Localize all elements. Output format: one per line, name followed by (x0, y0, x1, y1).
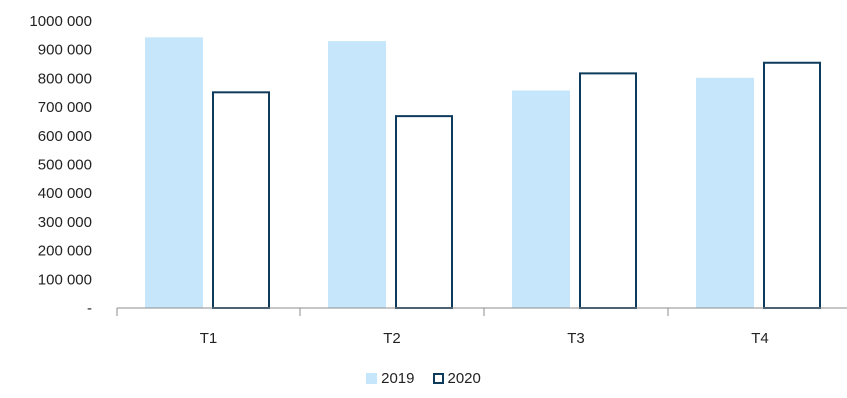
bar-2020-T1 (212, 91, 270, 309)
y-tick-label: 200 000 (38, 243, 92, 260)
x-tick-label: T2 (383, 330, 401, 347)
legend-swatch-2019 (366, 373, 378, 384)
y-tick-label: 900 000 (38, 42, 92, 59)
y-tick-label: 800 000 (38, 70, 92, 87)
x-tick-label: T1 (200, 330, 218, 347)
x-tick-label: T3 (567, 330, 585, 347)
bar-2019-T3 (512, 90, 570, 308)
x-tick-label: T4 (751, 330, 769, 347)
y-tick-label: 600 000 (38, 128, 92, 145)
bar-2020-T4 (763, 61, 821, 310)
y-tick-label: 500 000 (38, 157, 92, 174)
legend-label-2020: 2020 (447, 370, 481, 387)
y-tick-label: 700 000 (38, 99, 92, 116)
legend-swatch-2020 (432, 373, 444, 384)
bar-2019-T2 (328, 41, 386, 309)
y-tick-label: 300 000 (38, 214, 92, 231)
y-tick-label: - (87, 300, 92, 317)
bar-2020-T2 (395, 115, 453, 309)
legend-item-2019: 2019 (366, 370, 415, 387)
y-tick-label: 1000 000 (29, 13, 92, 30)
bar-2019-T4 (696, 77, 754, 309)
y-tick-label: 100 000 (38, 271, 92, 288)
y-tick-label: 400 000 (38, 185, 92, 202)
bar-2019-T1 (145, 37, 203, 308)
legend-label-2019: 2019 (381, 370, 415, 387)
legend-item-2020: 2020 (432, 370, 481, 387)
bar-2020-T3 (579, 72, 637, 309)
legend: 2019 2020 (0, 370, 847, 387)
